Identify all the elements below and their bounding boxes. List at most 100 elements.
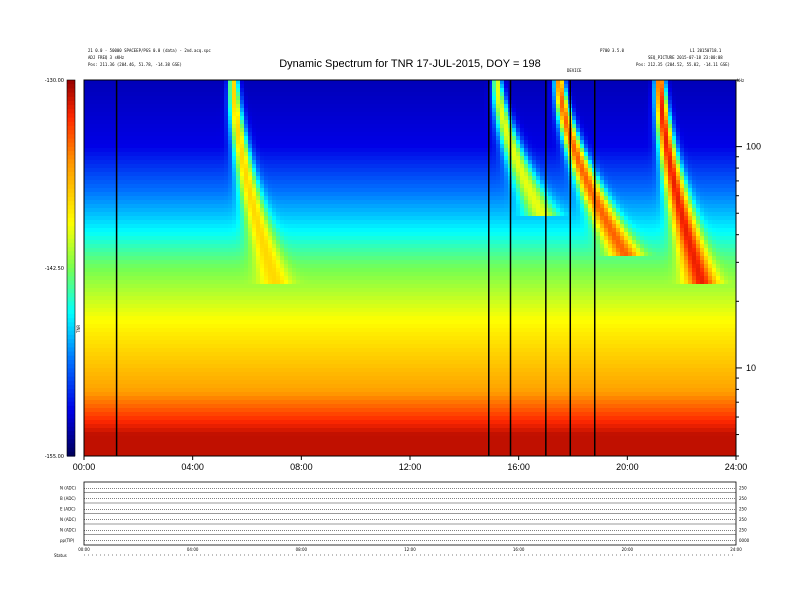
spectrum-cell bbox=[244, 104, 249, 109]
spectrum-cell bbox=[372, 172, 377, 177]
spectrum-cell bbox=[576, 144, 581, 149]
spectrum-cell bbox=[496, 184, 501, 189]
spectrum-cell bbox=[276, 156, 281, 161]
spectrum-cell bbox=[144, 140, 149, 145]
spectrum-cell bbox=[232, 96, 237, 101]
spectrum-cell bbox=[276, 196, 281, 201]
spectrum-cell bbox=[388, 152, 393, 157]
spectrum-cell bbox=[172, 100, 177, 105]
spectrum-cell bbox=[496, 124, 501, 129]
spectrum-cell bbox=[504, 156, 509, 161]
spectrum-cell bbox=[216, 112, 221, 117]
spectrum-cell bbox=[220, 140, 225, 145]
spectrum-cell bbox=[712, 144, 717, 149]
spectrum-cell bbox=[704, 180, 709, 185]
spectrum-cell bbox=[232, 112, 237, 117]
spectrum-cell bbox=[304, 140, 309, 145]
spectrum-cell bbox=[612, 108, 617, 113]
spectrum-cell bbox=[216, 180, 221, 185]
spectrum-cell bbox=[180, 140, 185, 145]
spectrum-cell bbox=[188, 184, 193, 189]
spectrum-cell bbox=[320, 80, 325, 85]
spectrum-cell bbox=[560, 100, 565, 105]
spectrum-cell bbox=[432, 136, 437, 141]
spectrum-cell bbox=[692, 144, 697, 149]
spectrum-cell bbox=[140, 192, 145, 197]
spectrum-cell bbox=[472, 168, 477, 173]
spectrum-cell bbox=[184, 180, 189, 185]
spectrum-cell bbox=[232, 100, 237, 105]
spectrum-cell bbox=[624, 92, 629, 97]
spectrum-cell bbox=[168, 180, 173, 185]
spectrum-cell bbox=[416, 168, 421, 173]
spectrum-cell bbox=[636, 144, 641, 149]
spectrum-cell bbox=[612, 168, 617, 173]
spectrum-cell bbox=[468, 176, 473, 181]
spectrum-cell bbox=[252, 136, 257, 141]
spectrum-cell bbox=[664, 184, 669, 189]
spectrum-cell bbox=[548, 116, 553, 121]
spectrum-cell bbox=[680, 108, 685, 113]
spectrum-cell bbox=[108, 140, 113, 145]
spectrum-cell bbox=[700, 168, 705, 173]
spectrum-cell bbox=[332, 84, 337, 89]
spectrum-cell bbox=[316, 132, 321, 137]
spectrum-cell bbox=[528, 128, 533, 133]
spectrum-cell bbox=[368, 112, 373, 117]
spectrum-cell bbox=[340, 152, 345, 157]
spectrum-cell bbox=[268, 164, 273, 169]
spectrum-cell bbox=[500, 180, 505, 185]
spectrum-cell bbox=[288, 104, 293, 109]
spectrum-cell bbox=[660, 176, 665, 181]
spectrum-cell bbox=[352, 144, 357, 149]
spectrum-cell bbox=[112, 180, 117, 185]
spectrum-cell bbox=[248, 164, 253, 169]
spectrum-cell bbox=[332, 176, 337, 181]
spectrum-cell bbox=[176, 104, 181, 109]
spectrum-cell bbox=[264, 156, 269, 161]
spectrum-cell bbox=[656, 172, 661, 177]
spectrum-cell bbox=[160, 188, 165, 193]
spectrum-cell bbox=[204, 108, 209, 113]
spectrum-cell bbox=[208, 84, 213, 89]
spectrum-cell bbox=[720, 172, 725, 177]
spectrum-cell bbox=[572, 92, 577, 97]
spectrum-cell bbox=[492, 128, 497, 133]
spectrum-cell bbox=[656, 108, 661, 113]
spectrum-cell bbox=[352, 128, 357, 133]
spectrum-cell bbox=[160, 164, 165, 169]
spectrum-cell bbox=[308, 180, 313, 185]
spectrum-cell bbox=[352, 96, 357, 101]
spectrum-cell bbox=[208, 160, 213, 165]
spectrum-cell bbox=[324, 200, 329, 205]
spectrum-cell bbox=[428, 140, 433, 145]
spectrum-cell bbox=[444, 148, 449, 153]
spectrum-cell bbox=[584, 108, 589, 113]
spectrum-cell bbox=[548, 192, 553, 197]
spectrum-cell bbox=[332, 196, 337, 201]
spectrum-cell bbox=[688, 176, 693, 181]
spectrum-cell bbox=[116, 124, 121, 129]
spectrum-cell bbox=[400, 176, 405, 181]
spectrum-cell bbox=[440, 144, 445, 149]
spectrum-cell bbox=[704, 108, 709, 113]
spectrum-cell bbox=[252, 96, 257, 101]
spectrum-cell bbox=[428, 92, 433, 97]
spectrum-cell bbox=[680, 156, 685, 161]
spectrum-cell bbox=[616, 196, 621, 201]
spectrum-cell bbox=[732, 136, 737, 141]
spectrum-cell bbox=[408, 148, 413, 153]
spectrum-cell bbox=[664, 188, 669, 193]
spectrum-cell bbox=[668, 120, 673, 125]
spectrum-cell bbox=[168, 184, 173, 189]
spectrum-cell bbox=[648, 164, 653, 169]
spectrum-cell bbox=[312, 140, 317, 145]
spectrum-cell bbox=[504, 152, 509, 157]
spectrum-cell bbox=[100, 120, 105, 125]
spectrum-cell bbox=[92, 160, 97, 165]
spectrum-cell bbox=[172, 176, 177, 181]
spectrum-cell bbox=[252, 180, 257, 185]
spectrum-cell bbox=[668, 92, 673, 97]
spectrum-cell bbox=[436, 196, 441, 201]
spectrum-cell bbox=[156, 84, 161, 89]
